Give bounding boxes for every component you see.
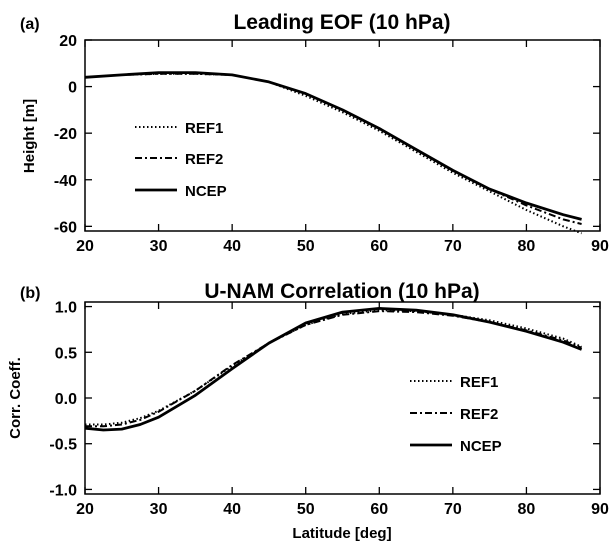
x-tick-label: 60 (370, 238, 388, 255)
y-tick-label: 1.0 (55, 300, 77, 317)
x-tick-label: 20 (76, 501, 94, 518)
panel-a-title: Leading EOF (10 hPa) (233, 11, 450, 34)
legend-label-ref1: REF1 (460, 374, 498, 391)
legend-label-ref1: REF1 (185, 120, 223, 137)
x-tick-label: 30 (150, 238, 168, 255)
panel-a-curves (84, 71, 582, 235)
x-tick-label: 20 (76, 238, 94, 255)
panel-b-title: U-NAM Correlation (10 hPa) (204, 280, 479, 303)
panel-a: (a) Leading EOF (10 hPa) Height [m] 20 30… (20, 11, 609, 255)
panel-b-ticks: 20 30 40 50 60 70 80 90 1.0 0.5 0.0 -0.5 -1.0 (49, 300, 609, 518)
panel-a-legend: REF1 REF2 NCEP (135, 120, 227, 200)
panel-b: (b) U-NAM Correlation (10 hPa) Corr. Coe… (7, 280, 609, 542)
panel-b-legend: REF1 REF2 NCEP (410, 374, 502, 455)
panel-b-label: (b) (20, 285, 40, 302)
x-tick-label: 40 (223, 501, 241, 518)
y-tick-label: -1.0 (49, 482, 77, 499)
x-tick-label: 90 (591, 238, 609, 255)
panel-b-curves (84, 306, 583, 432)
x-tick-label: 40 (223, 238, 241, 255)
y-tick-label: 20 (59, 33, 77, 50)
y-tick-label: -0.5 (49, 437, 77, 454)
x-tick-label: 70 (444, 238, 462, 255)
y-tick-label: 0.0 (55, 391, 77, 408)
x-tick-label: 90 (591, 501, 609, 518)
panel-b-xlabel: Latitude [deg] (292, 525, 391, 542)
x-tick-label: 80 (518, 501, 536, 518)
series-line-ncep (84, 306, 583, 432)
series-line-ncep (84, 71, 582, 221)
x-tick-label: 30 (150, 501, 168, 518)
series-line-ref1 (85, 309, 583, 426)
y-tick-label: -40 (54, 173, 77, 190)
y-tick-label: 0 (68, 80, 77, 97)
y-tick-label: 0.5 (55, 345, 77, 362)
legend-label-ncep: NCEP (185, 183, 227, 200)
legend-label-ncep: NCEP (460, 438, 502, 455)
panel-a-label: (a) (20, 16, 40, 33)
panel-b-ylabel: Corr. Coeff. (7, 357, 24, 439)
series-line-ref1 (84, 72, 582, 235)
x-tick-label: 50 (297, 238, 315, 255)
y-tick-label: -20 (54, 126, 77, 143)
panel-a-plot-frame (84, 39, 601, 232)
legend-label-ref2: REF2 (185, 151, 223, 168)
legend-label-ref2: REF2 (460, 406, 498, 423)
y-tick-label: -60 (54, 219, 77, 236)
panel-a-ticks: 20 30 40 50 60 70 80 90 20 0 -20 -40 -60 (54, 33, 609, 255)
panel-b-plot-frame (84, 301, 601, 495)
x-tick-label: 50 (297, 501, 315, 518)
x-tick-label: 70 (444, 501, 462, 518)
x-tick-label: 80 (518, 238, 536, 255)
x-tick-label: 60 (370, 501, 388, 518)
panel-a-ylabel: Height [m] (21, 99, 38, 173)
